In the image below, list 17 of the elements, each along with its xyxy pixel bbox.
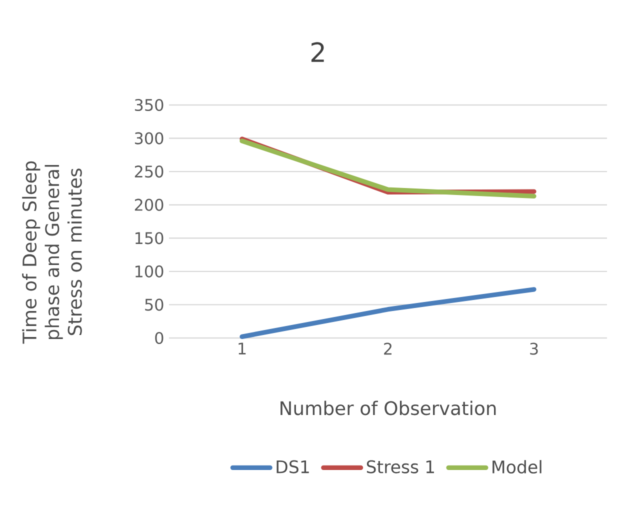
y-tick-label: 300 [134,132,164,144]
y-tick-label: 350 [134,98,164,112]
x-tick-label: 2 [384,342,392,355]
legend-label: Model [492,460,542,474]
x-axis-title: Number of Observation [280,400,496,416]
y-tick-label: 50 [145,298,164,311]
y-axis-title: Time of Deep Sleep phase and General Stress on minutes [22,161,82,344]
y-tick-label: 150 [136,232,164,244]
x-tick-label: 3 [530,342,538,355]
y-tick-label: 0 [155,332,164,344]
y-tick-label: 200 [134,198,164,211]
legend-label: DS1 [276,460,309,474]
y-tick-label: 100 [136,265,164,278]
legend-label: Stress 1 [366,460,434,474]
chart-title: 2 [311,42,324,62]
x-tick-label: 1 [238,342,246,354]
y-tick-label: 250 [134,166,164,178]
